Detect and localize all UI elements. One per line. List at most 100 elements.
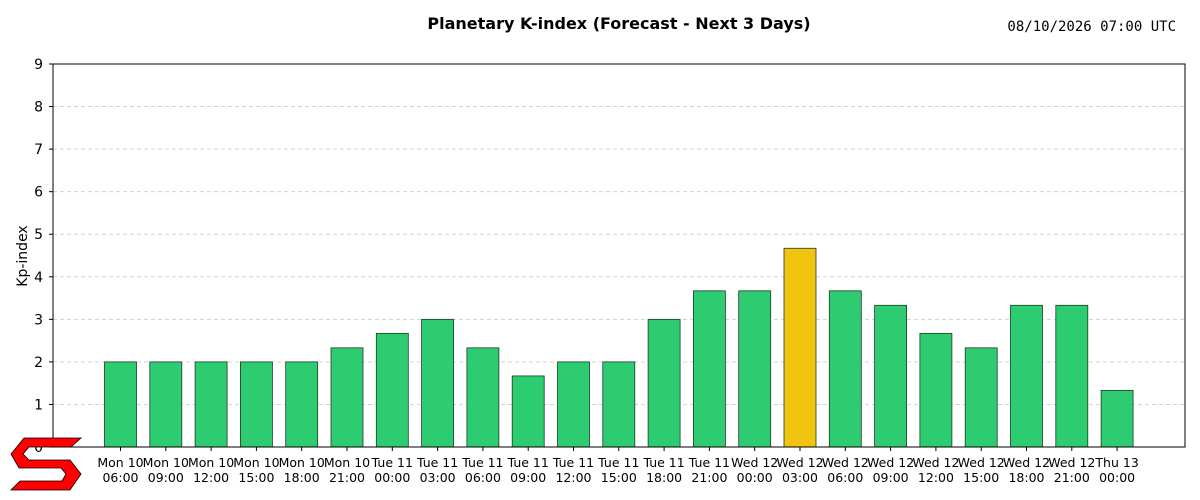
x-tick-label: Tue 11 15:00 — [597, 455, 639, 485]
x-tick-label: Wed 12 18:00 — [1003, 455, 1050, 485]
y-tick-label: 3 — [34, 312, 43, 328]
x-tick-day: Mon 10 — [279, 455, 325, 470]
x-tick-day: Mon 10 — [97, 455, 143, 470]
x-tick-label: Tue 11 00:00 — [371, 455, 413, 485]
x-tick-day: Wed 12 — [776, 455, 823, 470]
x-tick-time: 09:00 — [148, 470, 184, 485]
bar — [783, 247, 817, 448]
x-tick-time: 06:00 — [102, 470, 138, 485]
x-tick-label: Mon 10 06:00 — [97, 455, 143, 485]
x-tick-day: Tue 11 — [416, 455, 458, 470]
bar — [239, 361, 273, 448]
x-tick-day: Tue 11 — [688, 455, 730, 470]
x-tick-day: Mon 10 — [143, 455, 189, 470]
bar — [1010, 304, 1043, 448]
x-tick-time: 12:00 — [193, 470, 229, 485]
x-tick-label: Wed 12 06:00 — [822, 455, 869, 485]
x-tick-day: Mon 10 — [324, 455, 370, 470]
bars — [104, 247, 1134, 448]
x-tick-day: Wed 12 — [867, 455, 914, 470]
x-tick-time: 21:00 — [691, 470, 727, 485]
x-tick-label: Mon 10 09:00 — [143, 455, 189, 485]
bar — [693, 290, 726, 448]
x-tick-time: 12:00 — [555, 470, 591, 485]
x-tick-time: 12:00 — [918, 470, 954, 485]
y-tick-label: 9 — [34, 57, 43, 73]
x-tick-day: Tue 11 — [507, 455, 549, 470]
bar — [602, 361, 636, 448]
x-tick-day: Wed 12 — [822, 455, 869, 470]
x-tick-label: Tue 11 03:00 — [416, 455, 458, 485]
x-tick-day: Wed 12 — [731, 455, 778, 470]
y-tick-label: 4 — [34, 270, 43, 286]
bar — [738, 290, 772, 448]
x-tick-time: 09:00 — [873, 470, 909, 485]
bar — [104, 361, 137, 448]
x-tick-time: 06:00 — [465, 470, 501, 485]
x-tick-label: Mon 10 21:00 — [324, 455, 370, 485]
bar — [511, 375, 545, 448]
x-tick-label: Mon 10 15:00 — [233, 455, 279, 485]
x-tick-time: 15:00 — [963, 470, 999, 485]
x-tick-label: Tue 11 18:00 — [642, 455, 684, 485]
bar — [149, 361, 183, 448]
x-tick-label: Tue 11 12:00 — [552, 455, 594, 485]
bar — [964, 347, 998, 448]
x-tick-day: Mon 10 — [233, 455, 279, 470]
x-tick-label: Wed 12 09:00 — [867, 455, 914, 485]
x-tick-label: Tue 11 06:00 — [461, 455, 503, 485]
bar — [828, 290, 862, 448]
bar — [285, 361, 319, 448]
bar — [375, 332, 409, 448]
x-tick-day: Tue 11 — [552, 455, 594, 470]
x-tick-label: Thu 13 00:00 — [1094, 455, 1138, 485]
y-tick-label: 6 — [34, 185, 43, 201]
x-tick-label: Wed 12 03:00 — [776, 455, 823, 485]
x-tick-label: Wed 12 12:00 — [912, 455, 959, 485]
x-tick-day: Mon 10 — [188, 455, 234, 470]
x-tick-day: Wed 12 — [1003, 455, 1050, 470]
x-tick-label: Tue 11 21:00 — [688, 455, 730, 485]
x-tick-time: 03:00 — [420, 470, 456, 485]
x-tick-time: 03:00 — [782, 470, 818, 485]
bar — [1055, 304, 1089, 448]
y-axis-label: Kp-index — [15, 225, 31, 286]
bar — [330, 347, 364, 448]
x-tick-time: 00:00 — [374, 470, 410, 485]
chart-title: Planetary K-index (Forecast - Next 3 Day… — [427, 14, 810, 33]
logo-icon — [10, 437, 83, 491]
x-tick-day: Thu 13 — [1094, 455, 1138, 470]
bar — [466, 347, 500, 448]
x-tick-day: Wed 12 — [958, 455, 1005, 470]
x-tick-day: Wed 12 — [912, 455, 959, 470]
x-tick-label: Wed 12 15:00 — [958, 455, 1005, 485]
y-tick-label: 8 — [34, 100, 43, 116]
x-tick-label: Mon 10 12:00 — [188, 455, 234, 485]
bar — [647, 318, 681, 448]
bar — [194, 361, 228, 448]
x-tick-time: 18:00 — [1008, 470, 1044, 485]
x-tick-time: 21:00 — [329, 470, 365, 485]
x-tick-time: 00:00 — [1099, 470, 1135, 485]
x-tick-time: 18:00 — [284, 470, 320, 485]
x-tick-time: 21:00 — [1054, 470, 1090, 485]
x-tick-label: Wed 12 00:00 — [731, 455, 778, 485]
y-axis-ticks: 0 1 2 3 4 5 6 7 8 9 — [34, 57, 53, 456]
bar — [557, 361, 590, 448]
x-tick-day: Wed 12 — [1048, 455, 1095, 470]
x-tick-time: 15:00 — [601, 470, 637, 485]
x-tick-day: Tue 11 — [642, 455, 684, 470]
y-tick-label: 5 — [34, 227, 43, 243]
plot-frame — [52, 63, 1186, 448]
x-tick-day: Tue 11 — [597, 455, 639, 470]
x-tick-label: Mon 10 18:00 — [279, 455, 325, 485]
x-tick-time: 06:00 — [827, 470, 863, 485]
x-tick-day: Tue 11 — [371, 455, 413, 470]
y-tick-label: 1 — [34, 397, 43, 413]
y-tick-label: 2 — [34, 355, 43, 371]
bar — [874, 304, 907, 448]
x-tick-time: 00:00 — [737, 470, 773, 485]
bar — [919, 332, 953, 448]
